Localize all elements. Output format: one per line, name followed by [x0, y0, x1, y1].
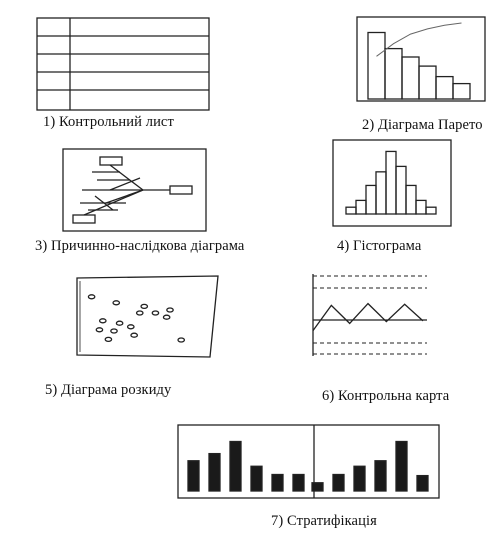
scatter-point	[130, 332, 139, 338]
caption-stratification: 7) Стратифікація	[271, 513, 377, 529]
scatter-points	[87, 294, 186, 343]
histogram-bars	[345, 150, 437, 215]
histogram-bar	[375, 171, 387, 215]
histogram-bar	[345, 206, 357, 215]
pareto-bar	[384, 47, 403, 100]
pareto-bar	[367, 31, 386, 100]
scatter-point	[126, 324, 135, 330]
histogram-bar	[405, 184, 417, 215]
stratification-bar	[187, 460, 200, 492]
stratification-bar	[395, 440, 408, 492]
scatter-point	[110, 328, 118, 334]
scatter-point	[166, 307, 174, 313]
pareto-bar	[401, 56, 420, 100]
stratification-bar	[374, 460, 387, 492]
stratification-bar	[292, 473, 305, 492]
caption-scatter: 5) Діаграма розкиду	[45, 382, 172, 398]
scatter-point	[140, 303, 149, 310]
stratification-bars	[187, 440, 429, 492]
stratification-bar	[416, 474, 429, 492]
pareto-bars	[367, 31, 471, 100]
stratification-bar	[208, 452, 221, 492]
fishbone-diagram	[62, 148, 207, 232]
scatter-point	[115, 320, 124, 326]
pareto-bar	[452, 82, 471, 100]
control-chart-line	[312, 302, 424, 331]
stratification-diagram	[177, 424, 440, 499]
scatter-point	[162, 314, 171, 320]
stratification-bar	[311, 482, 324, 492]
histogram-bar	[415, 199, 427, 215]
stratification-bar	[250, 465, 263, 492]
scatter-point	[98, 318, 107, 324]
caption-cause-effect: 3) Причинно-наслідкова діаграма	[35, 238, 245, 254]
stratification-bar	[353, 465, 366, 492]
histogram-bar	[385, 150, 397, 215]
histogram-bar	[365, 184, 377, 215]
stratification-bar	[229, 440, 242, 492]
histogram-bar	[395, 165, 407, 215]
pareto-cumulative-line	[376, 22, 462, 57]
stratification-bar	[271, 473, 284, 492]
scatter-diagram	[76, 275, 219, 358]
stratification-bar	[332, 473, 345, 492]
caption-pareto: 2) Діаграма Парето	[362, 117, 483, 133]
scatter-point	[112, 300, 121, 306]
control-chart-diagram	[312, 274, 427, 356]
histogram-diagram	[332, 139, 452, 227]
caption-check-sheet: 1) Контрольний лист	[43, 114, 174, 130]
pareto-bar	[418, 65, 437, 100]
histogram-bar	[355, 199, 367, 215]
scatter-point	[135, 310, 144, 316]
scatter-point	[87, 294, 96, 300]
check-sheet-diagram	[36, 17, 210, 111]
pareto-bar	[435, 75, 454, 100]
caption-histogram: 4) Гістограма	[337, 238, 422, 254]
pareto-diagram	[356, 16, 486, 102]
scatter-point	[104, 336, 113, 343]
scatter-point	[95, 327, 104, 333]
scatter-point	[151, 310, 160, 316]
caption-control-chart: 6) Контрольна карта	[322, 388, 450, 404]
histogram-bar	[425, 206, 437, 215]
scatter-point	[177, 337, 186, 343]
